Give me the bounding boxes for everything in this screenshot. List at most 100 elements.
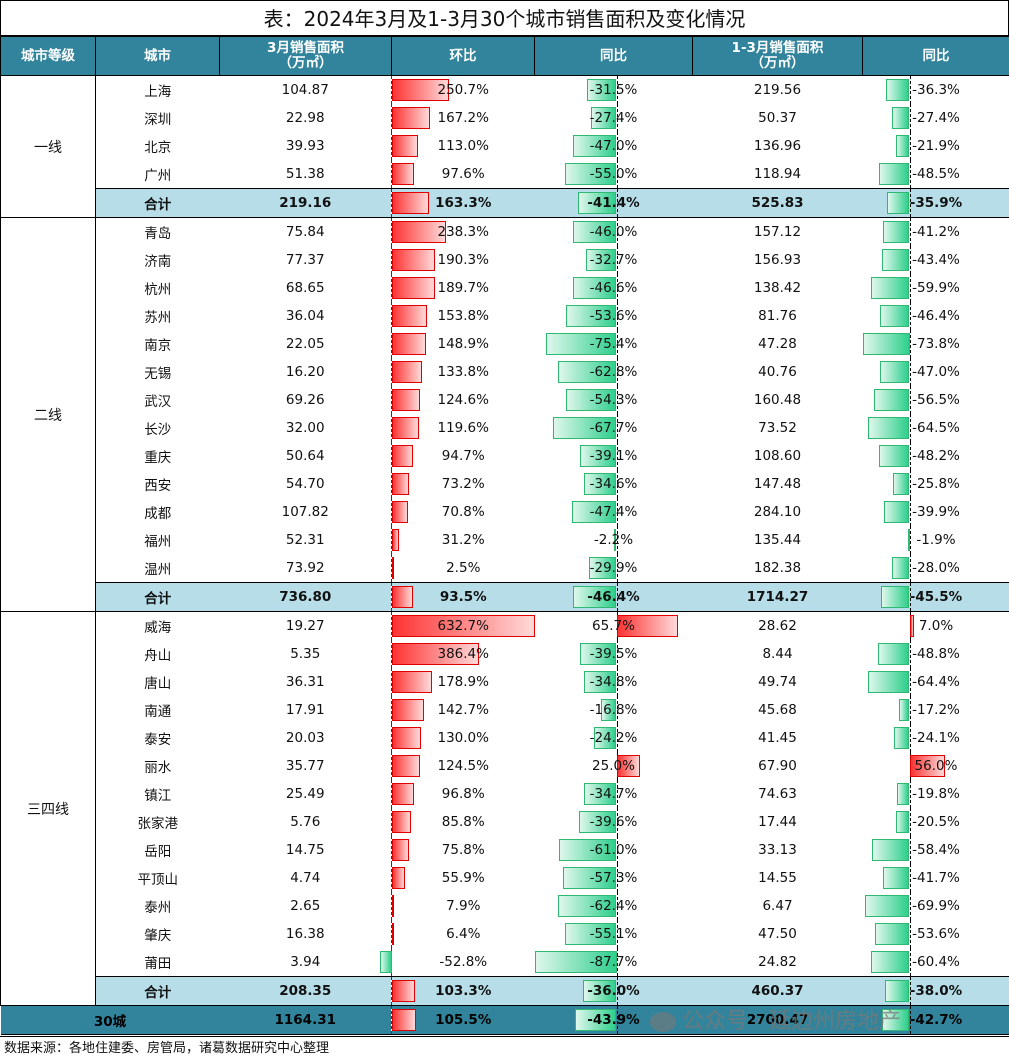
negative-bar (879, 163, 910, 185)
value-label: -73.8% (912, 336, 960, 352)
negative-bar (897, 783, 910, 805)
q1-yoy-cell: -27.4% (863, 104, 1009, 132)
mom-cell: 105.5% (392, 1006, 535, 1035)
yoy-cell: 25.0% (535, 752, 693, 780)
march-area: 77.37 (220, 246, 392, 274)
march-area: 35.77 (220, 752, 392, 780)
negative-bar (883, 221, 909, 243)
city-name: 西安 (96, 470, 220, 498)
negative-bar (881, 586, 910, 608)
negative-bar (899, 699, 910, 721)
mom-cell: 190.3% (392, 246, 535, 274)
yoy-cell: -47.4% (535, 498, 693, 526)
positive-bar (392, 501, 408, 523)
city-name: 镇江 (96, 780, 220, 808)
value-label: -43.4% (912, 252, 960, 268)
value-label: 190.3% (438, 252, 489, 268)
zero-axis (910, 920, 911, 948)
negative-bar (886, 79, 909, 101)
positive-bar (392, 529, 399, 551)
zero-axis (910, 470, 911, 498)
march-area: 17.91 (220, 696, 392, 724)
value-label: -39.1% (590, 448, 638, 464)
mom-cell: -52.8% (392, 948, 535, 977)
mom-cell: 178.9% (392, 668, 535, 696)
march-area: 208.35 (220, 977, 392, 1006)
yoy-cell: -24.2% (535, 724, 693, 752)
city-name: 南通 (96, 696, 220, 724)
city-name: 舟山 (96, 640, 220, 668)
value-label: 103.3% (435, 983, 491, 999)
yoy-cell: -32.7% (535, 246, 693, 274)
value-label: -41.4% (587, 195, 639, 211)
q1-yoy-cell: -24.1% (863, 724, 1009, 752)
q1-yoy-cell: -73.8% (863, 330, 1009, 358)
mom-cell: 73.2% (392, 470, 535, 498)
city-name: 杭州 (96, 274, 220, 302)
q1-yoy-cell: -64.4% (863, 668, 1009, 696)
zero-axis (910, 864, 911, 892)
negative-bar (880, 361, 910, 383)
value-label: 133.8% (438, 364, 489, 380)
value-label: -41.7% (912, 870, 960, 886)
value-label: -47.4% (590, 504, 638, 520)
q1-area: 108.60 (693, 442, 863, 470)
zero-axis (910, 132, 911, 160)
positive-bar (392, 755, 420, 777)
yoy-cell: -34.8% (535, 668, 693, 696)
value-label: -57.3% (590, 870, 638, 886)
city-name: 重庆 (96, 442, 220, 470)
march-area: 36.31 (220, 668, 392, 696)
value-label: -31.5% (590, 82, 638, 98)
q1-area: 33.13 (693, 836, 863, 864)
value-label: -29.9% (590, 560, 638, 576)
yoy-cell: -2.2% (535, 526, 693, 554)
zero-axis (910, 780, 911, 808)
negative-bar (894, 727, 909, 749)
city-name: 温州 (96, 554, 220, 583)
value-label: -60.4% (912, 954, 960, 970)
sales-table: 城市等级 城市 3月销售面积（万㎡） 环比 同比 1-3月销售面积（万㎡） 同比… (0, 36, 1009, 1035)
yoy-cell: -61.0% (535, 836, 693, 864)
value-label: 130.0% (438, 730, 489, 746)
negative-bar (871, 277, 909, 299)
header-mom: 环比 (392, 37, 535, 76)
value-label: -2.2% (594, 532, 633, 548)
tier-label: 一线 (1, 76, 96, 218)
zero-axis (910, 246, 911, 274)
value-label: -39.5% (590, 646, 638, 662)
march-area: 14.75 (220, 836, 392, 864)
yoy-cell: -34.6% (535, 470, 693, 498)
value-label: 94.7% (442, 448, 485, 464)
march-area: 51.38 (220, 160, 392, 189)
negative-bar (885, 980, 909, 1002)
q1-yoy-cell: -53.6% (863, 920, 1009, 948)
positive-bar (392, 417, 419, 439)
header-q1-area: 1-3月销售面积（万㎡） (693, 37, 863, 76)
march-area: 1164.31 (220, 1006, 392, 1035)
header-row: 城市等级 城市 3月销售面积（万㎡） 环比 同比 1-3月销售面积（万㎡） 同比 (1, 37, 1009, 76)
q1-yoy-cell: -48.2% (863, 442, 1009, 470)
q1-yoy-cell: -45.5% (863, 583, 1009, 612)
positive-bar (910, 615, 914, 637)
city-name: 张家港 (96, 808, 220, 836)
grand-label: 30城 (1, 1006, 220, 1035)
value-label: -54.3% (590, 392, 638, 408)
value-label: 386.4% (438, 646, 489, 662)
negative-bar (892, 557, 910, 579)
positive-bar (392, 249, 435, 271)
value-label: 632.7% (438, 618, 489, 634)
q1-area: 17.44 (693, 808, 863, 836)
march-area: 22.98 (220, 104, 392, 132)
city-name: 北京 (96, 132, 220, 160)
q1-area: 67.90 (693, 752, 863, 780)
city-name: 岳阳 (96, 836, 220, 864)
mom-cell: 386.4% (392, 640, 535, 668)
negative-bar (887, 192, 910, 214)
table-title: 表：2024年3月及1-3月30个城市销售面积及变化情况 (0, 0, 1009, 36)
